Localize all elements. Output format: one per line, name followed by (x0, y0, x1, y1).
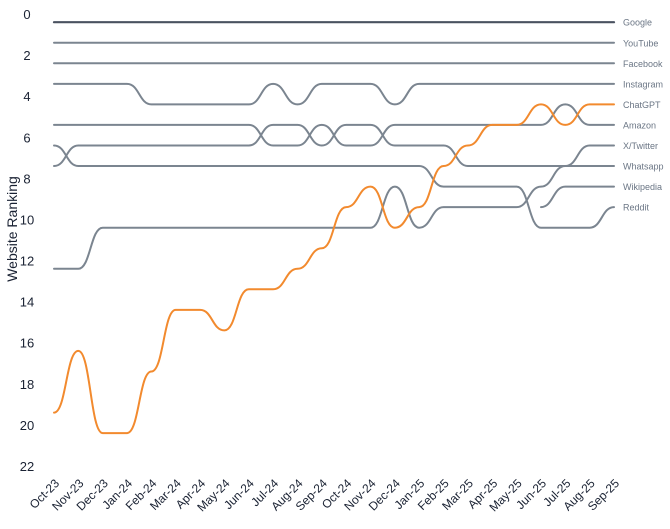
series-label-amazon: Amazon (623, 120, 656, 130)
series-line-reddit (53, 144, 615, 229)
series-label-instagram: Instagram (623, 79, 663, 89)
series-lines (52, 21, 616, 435)
y-tick-label: 16 (20, 336, 34, 351)
y-tick-label: 10 (20, 212, 34, 227)
series-labels: Google YouTube Facebook Instagram Amazon X/Tw… (623, 18, 664, 213)
series-label-x-twitter: X/Twitter (623, 141, 658, 151)
series-label-wikipedia: Wikipedia (623, 182, 662, 192)
y-tick-label: 8 (23, 171, 30, 186)
series-label-google: Google (623, 18, 652, 28)
y-tick-label: 22 (20, 459, 34, 474)
series-line-wikipedia (540, 185, 615, 209)
y-tick-label: 2 (23, 48, 30, 63)
y-axis-ticks: 0 2 4 6 8 10 12 14 16 18 20 22 (20, 7, 34, 474)
y-tick-label: 14 (20, 295, 34, 310)
y-tick-label: 18 (20, 377, 34, 392)
series-label-youtube: YouTube (623, 38, 658, 48)
series-line-whatsapp (53, 165, 615, 270)
y-tick-label: 12 (20, 254, 34, 269)
x-axis-ticks: Oct-23Nov-23Dec-23Jan-24Feb-24Mar-24Apr-… (27, 476, 623, 514)
series-label-reddit: Reddit (623, 203, 650, 213)
series-label-facebook: Facebook (623, 59, 663, 69)
y-tick-label: 6 (23, 130, 30, 145)
y-tick-label: 20 (20, 418, 34, 433)
series-line-instagram (53, 82, 615, 106)
series-line-amazon (53, 103, 615, 147)
series-line-x-twitter (53, 123, 615, 167)
y-axis-label: Website Ranking (4, 176, 20, 282)
series-label-whatsapp: Whatsapp (623, 162, 664, 172)
series-label-chatgpt: ChatGPT (623, 100, 661, 110)
series-line-chatgpt (53, 103, 615, 435)
y-tick-label: 4 (23, 89, 30, 104)
y-tick-label: 0 (23, 7, 30, 22)
